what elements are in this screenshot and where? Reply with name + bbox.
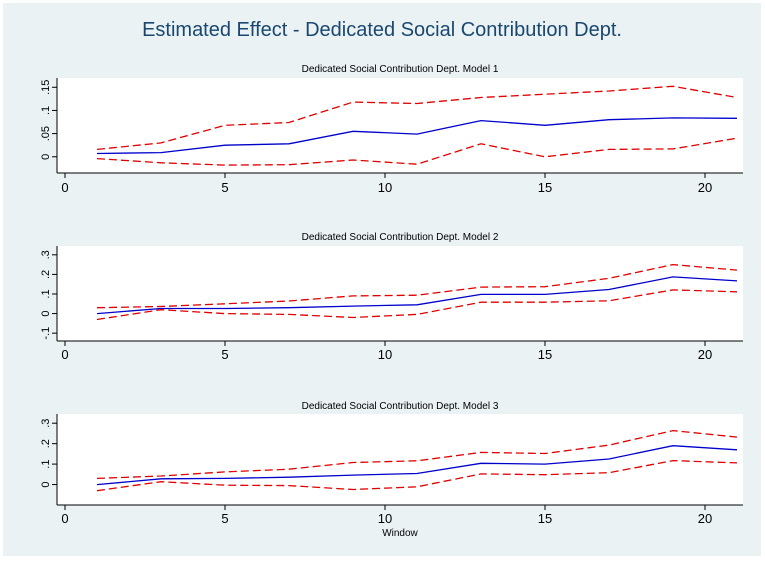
estimate-line	[96, 276, 738, 315]
upper-bound-line	[96, 429, 738, 480]
chart-panel-3: Dedicated Social Contribution Dept. Mode…	[40, 401, 743, 539]
panel-title: Dedicated Social Contribution Dept. Mode…	[302, 232, 499, 243]
x-tick-label: 5	[221, 511, 228, 526]
y-tick-label: .3	[40, 250, 52, 259]
lower-bound-line	[96, 289, 738, 321]
x-tick-label: 15	[538, 347, 552, 362]
y-tick-label: .1	[40, 289, 52, 298]
y-tick-label: .1	[40, 460, 52, 469]
panel-title: Dedicated Social Contribution Dept. Mode…	[302, 401, 499, 412]
x-tick-label: 15	[538, 180, 552, 195]
y-tick-label: .1	[40, 106, 52, 115]
estimate-line	[96, 445, 738, 486]
lower-bound-line	[96, 459, 738, 492]
y-tick-label: -.1	[40, 327, 52, 340]
y-tick-label: .3	[40, 419, 52, 428]
y-tick-label: .05	[40, 126, 52, 141]
chart-panel-1: Dedicated Social Contribution Dept. Mode…	[40, 64, 743, 195]
y-tick-label: .2	[40, 270, 52, 279]
upper-bound-line	[96, 85, 738, 151]
x-tick-label: 10	[378, 347, 392, 362]
x-tick-label: 15	[538, 511, 552, 526]
y-tick-label: .15	[40, 80, 52, 95]
plot-area	[57, 414, 743, 505]
y-tick-label: 0	[40, 154, 52, 160]
x-tick-label: 20	[698, 347, 712, 362]
x-tick-label: 10	[378, 180, 392, 195]
x-axis-label: Window	[382, 528, 418, 539]
upper-bound-line	[96, 263, 738, 309]
x-tick-label: 5	[221, 347, 228, 362]
panel-title: Dedicated Social Contribution Dept. Mode…	[302, 64, 499, 75]
plot-area	[57, 78, 743, 173]
y-tick-label: 0	[40, 311, 52, 317]
x-tick-label: 20	[698, 180, 712, 195]
y-tick-label: .2	[40, 439, 52, 448]
plot-area	[57, 246, 743, 341]
y-tick-label: 0	[40, 481, 52, 487]
x-tick-label: 20	[698, 511, 712, 526]
estimate-line	[96, 117, 738, 155]
x-tick-label: 0	[61, 347, 68, 362]
figure-title: Estimated Effect - Dedicated Social Cont…	[142, 19, 622, 41]
x-tick-label: 0	[61, 180, 68, 195]
chart-panel-2: Dedicated Social Contribution Dept. Mode…	[40, 232, 743, 362]
x-tick-label: 5	[221, 180, 228, 195]
x-tick-label: 10	[378, 511, 392, 526]
x-tick-label: 0	[61, 511, 68, 526]
